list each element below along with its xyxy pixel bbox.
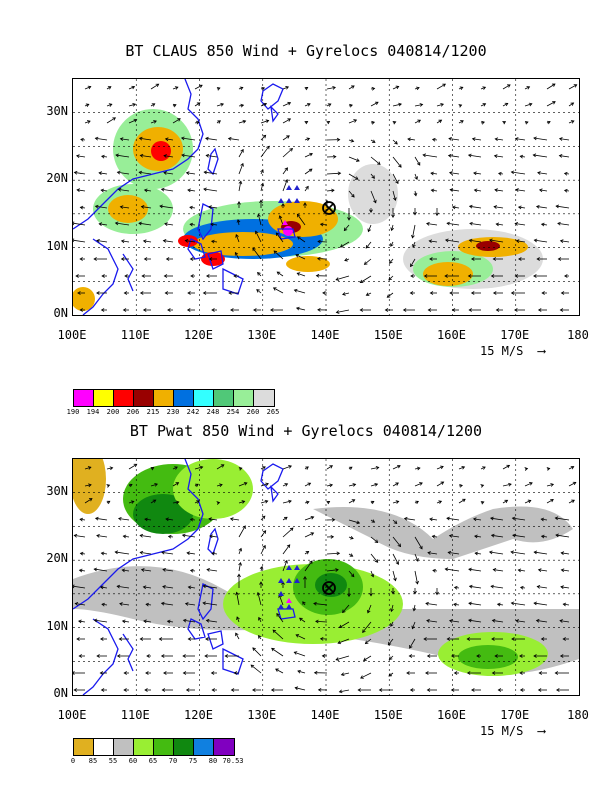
longitude-label: 120E bbox=[184, 708, 213, 722]
legend-tick-label: 254 bbox=[226, 408, 240, 416]
legend-swatch bbox=[194, 739, 214, 755]
latitude-label: 10N bbox=[46, 618, 68, 633]
legend-swatch bbox=[194, 390, 214, 406]
legend-swatch bbox=[134, 739, 154, 755]
legend-tick-label: 0 bbox=[70, 757, 76, 765]
latitude-label: 20N bbox=[46, 551, 68, 566]
legend-swatch bbox=[94, 739, 114, 755]
legend-swatch bbox=[114, 739, 134, 755]
vector-scale-label: 15 M/S bbox=[480, 724, 524, 738]
pwat-map-svg bbox=[73, 459, 579, 695]
longitude-label: 180 bbox=[567, 708, 589, 722]
legend-tick-label: 60 bbox=[128, 757, 138, 765]
track-markers bbox=[278, 565, 300, 609]
longitude-label: 140E bbox=[310, 328, 340, 342]
legend-swatch bbox=[94, 390, 114, 406]
longitude-label: 110E bbox=[120, 708, 150, 722]
legend-tick-label: 200 bbox=[106, 408, 120, 416]
legend-tick-label: 70 bbox=[168, 757, 178, 765]
latitude-label: 10N bbox=[46, 238, 68, 253]
legend-swatch bbox=[214, 390, 234, 406]
legend-swatch bbox=[134, 390, 154, 406]
arrow-icon: ⟶ bbox=[530, 724, 546, 738]
panel1-map bbox=[72, 78, 580, 316]
panel2-title: BT Pwat 850 Wind + Gyrelocs 040814/1200 bbox=[129, 422, 483, 440]
longitude-label: 170E bbox=[500, 328, 530, 342]
panel1-vector-scale: 15 M/S ⟶ bbox=[480, 344, 545, 358]
longitude-label: 160E bbox=[437, 328, 466, 342]
legend-tick-label: 75 bbox=[188, 757, 198, 765]
latitude-label: 20N bbox=[46, 171, 68, 186]
legend-tick-label: 194 bbox=[86, 408, 100, 416]
legend-tick-label: 260 bbox=[246, 408, 260, 416]
legend-tick-label: 215 bbox=[146, 408, 160, 416]
legend-tick-label: 242 bbox=[186, 408, 200, 416]
longitude-label: 170E bbox=[500, 708, 530, 722]
wind-vectors bbox=[73, 83, 578, 314]
latitude-label: 30N bbox=[46, 103, 68, 118]
legend-swatch bbox=[214, 739, 234, 755]
legend-tick-label: 55 bbox=[108, 757, 118, 765]
longitude-label: 140E bbox=[310, 708, 340, 722]
arrow-icon: ⟶ bbox=[530, 344, 546, 358]
longitude-label: 150E bbox=[373, 708, 403, 722]
legend-swatch bbox=[154, 739, 174, 755]
longitude-label: 160E bbox=[437, 708, 466, 722]
legend-swatch bbox=[74, 390, 94, 406]
legend-tick-label: 65 bbox=[148, 757, 158, 765]
legend-swatch bbox=[254, 390, 274, 406]
circled-x-icon bbox=[322, 581, 336, 595]
latitude-label: 30N bbox=[46, 483, 68, 498]
longitude-label: 150E bbox=[373, 328, 403, 342]
legend-tick-label: 206 bbox=[126, 408, 140, 416]
longitude-label: 110E bbox=[120, 328, 150, 342]
panel1-title: BT CLAUS 850 Wind + Gyrelocs 040814/1200 bbox=[125, 42, 487, 60]
panel2-map bbox=[72, 458, 580, 696]
latitude-label: 0N bbox=[53, 686, 68, 700]
coastline bbox=[73, 79, 296, 315]
pwat-shading bbox=[73, 459, 579, 676]
legend-swatch bbox=[114, 390, 134, 406]
panel2-vector-scale: 15 M/S ⟶ bbox=[480, 724, 545, 738]
legend-swatch bbox=[234, 390, 254, 406]
legend-tick-label: 80 bbox=[208, 757, 218, 765]
longitude-label: 130E bbox=[247, 328, 277, 342]
latitude-label: 0N bbox=[53, 306, 68, 320]
track-markers bbox=[278, 185, 300, 225]
legend-swatch bbox=[154, 390, 174, 406]
longitude-label: 100E bbox=[57, 328, 87, 342]
longitude-label: 180 bbox=[567, 328, 589, 342]
legend-tick-label: 190 bbox=[66, 408, 80, 416]
legend-tick-label: 230 bbox=[166, 408, 180, 416]
panel2-color-legend bbox=[73, 738, 235, 756]
longitude-label: 120E bbox=[184, 328, 213, 342]
longitude-label: 130E bbox=[247, 708, 277, 722]
claus-map-svg bbox=[73, 79, 579, 315]
vector-scale-label: 15 M/S bbox=[480, 344, 524, 358]
legend-tick-label: 265 bbox=[266, 408, 280, 416]
legend-swatch bbox=[74, 739, 94, 755]
cloud-shading bbox=[73, 109, 543, 311]
legend-tick-label: 85 bbox=[88, 757, 98, 765]
circled-x-icon bbox=[322, 201, 336, 215]
longitude-label: 100E bbox=[57, 708, 87, 722]
panel1-color-legend bbox=[73, 389, 275, 407]
legend-tick-label: 70.53 bbox=[222, 757, 244, 765]
legend-tick-label: 248 bbox=[206, 408, 220, 416]
legend-swatch bbox=[174, 739, 194, 755]
legend-swatch bbox=[174, 390, 194, 406]
